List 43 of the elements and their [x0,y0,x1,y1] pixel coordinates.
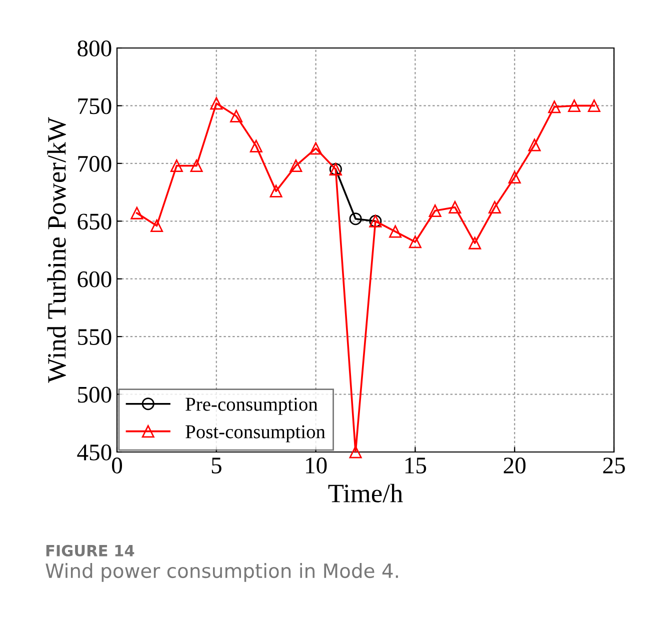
y-axis-title: Wind Turbine Power/kW [47,117,66,383]
point [389,225,402,238]
legend-label: Post-consumption [186,425,326,442]
point [568,99,580,112]
point [528,138,541,152]
point [290,159,302,172]
point [270,184,282,198]
legend-label: Pre-consumption [186,398,318,415]
y-tick-label: 700 [78,156,112,172]
y-tick-label: 550 [78,329,112,345]
x-tick-label: 5 [212,458,222,474]
point [349,446,362,458]
x-tick-label: 15 [405,458,426,474]
point [310,142,322,155]
point [508,171,521,184]
point [468,236,482,250]
point [408,236,422,248]
text: Wind power consumption in Mode 4. [46,563,398,582]
point [190,159,203,172]
point [170,159,183,172]
y-tick-label: 500 [78,386,112,403]
x-tick-label: 0 [112,458,122,474]
point [588,99,600,112]
point [428,204,442,218]
point [349,212,362,226]
y-tick-label: 450 [77,444,112,460]
caption: FIGURE 14 [46,544,134,556]
y-tick-label: 650 [78,214,112,230]
y-tick-label: 600 [78,271,112,288]
x-tick-label: 10 [306,458,327,474]
point [548,100,561,114]
point [230,110,243,122]
point [488,201,501,214]
x-tick-label: 20 [504,458,526,474]
y-tick-label: 800 [78,40,112,56]
x-tick-label: 25 [603,458,625,474]
point [448,201,462,214]
y-tick-label: 750 [78,98,112,114]
point [130,206,144,220]
point [250,140,262,152]
point [210,97,223,110]
point [150,220,164,232]
x-axis-title: Time/h [328,484,403,502]
